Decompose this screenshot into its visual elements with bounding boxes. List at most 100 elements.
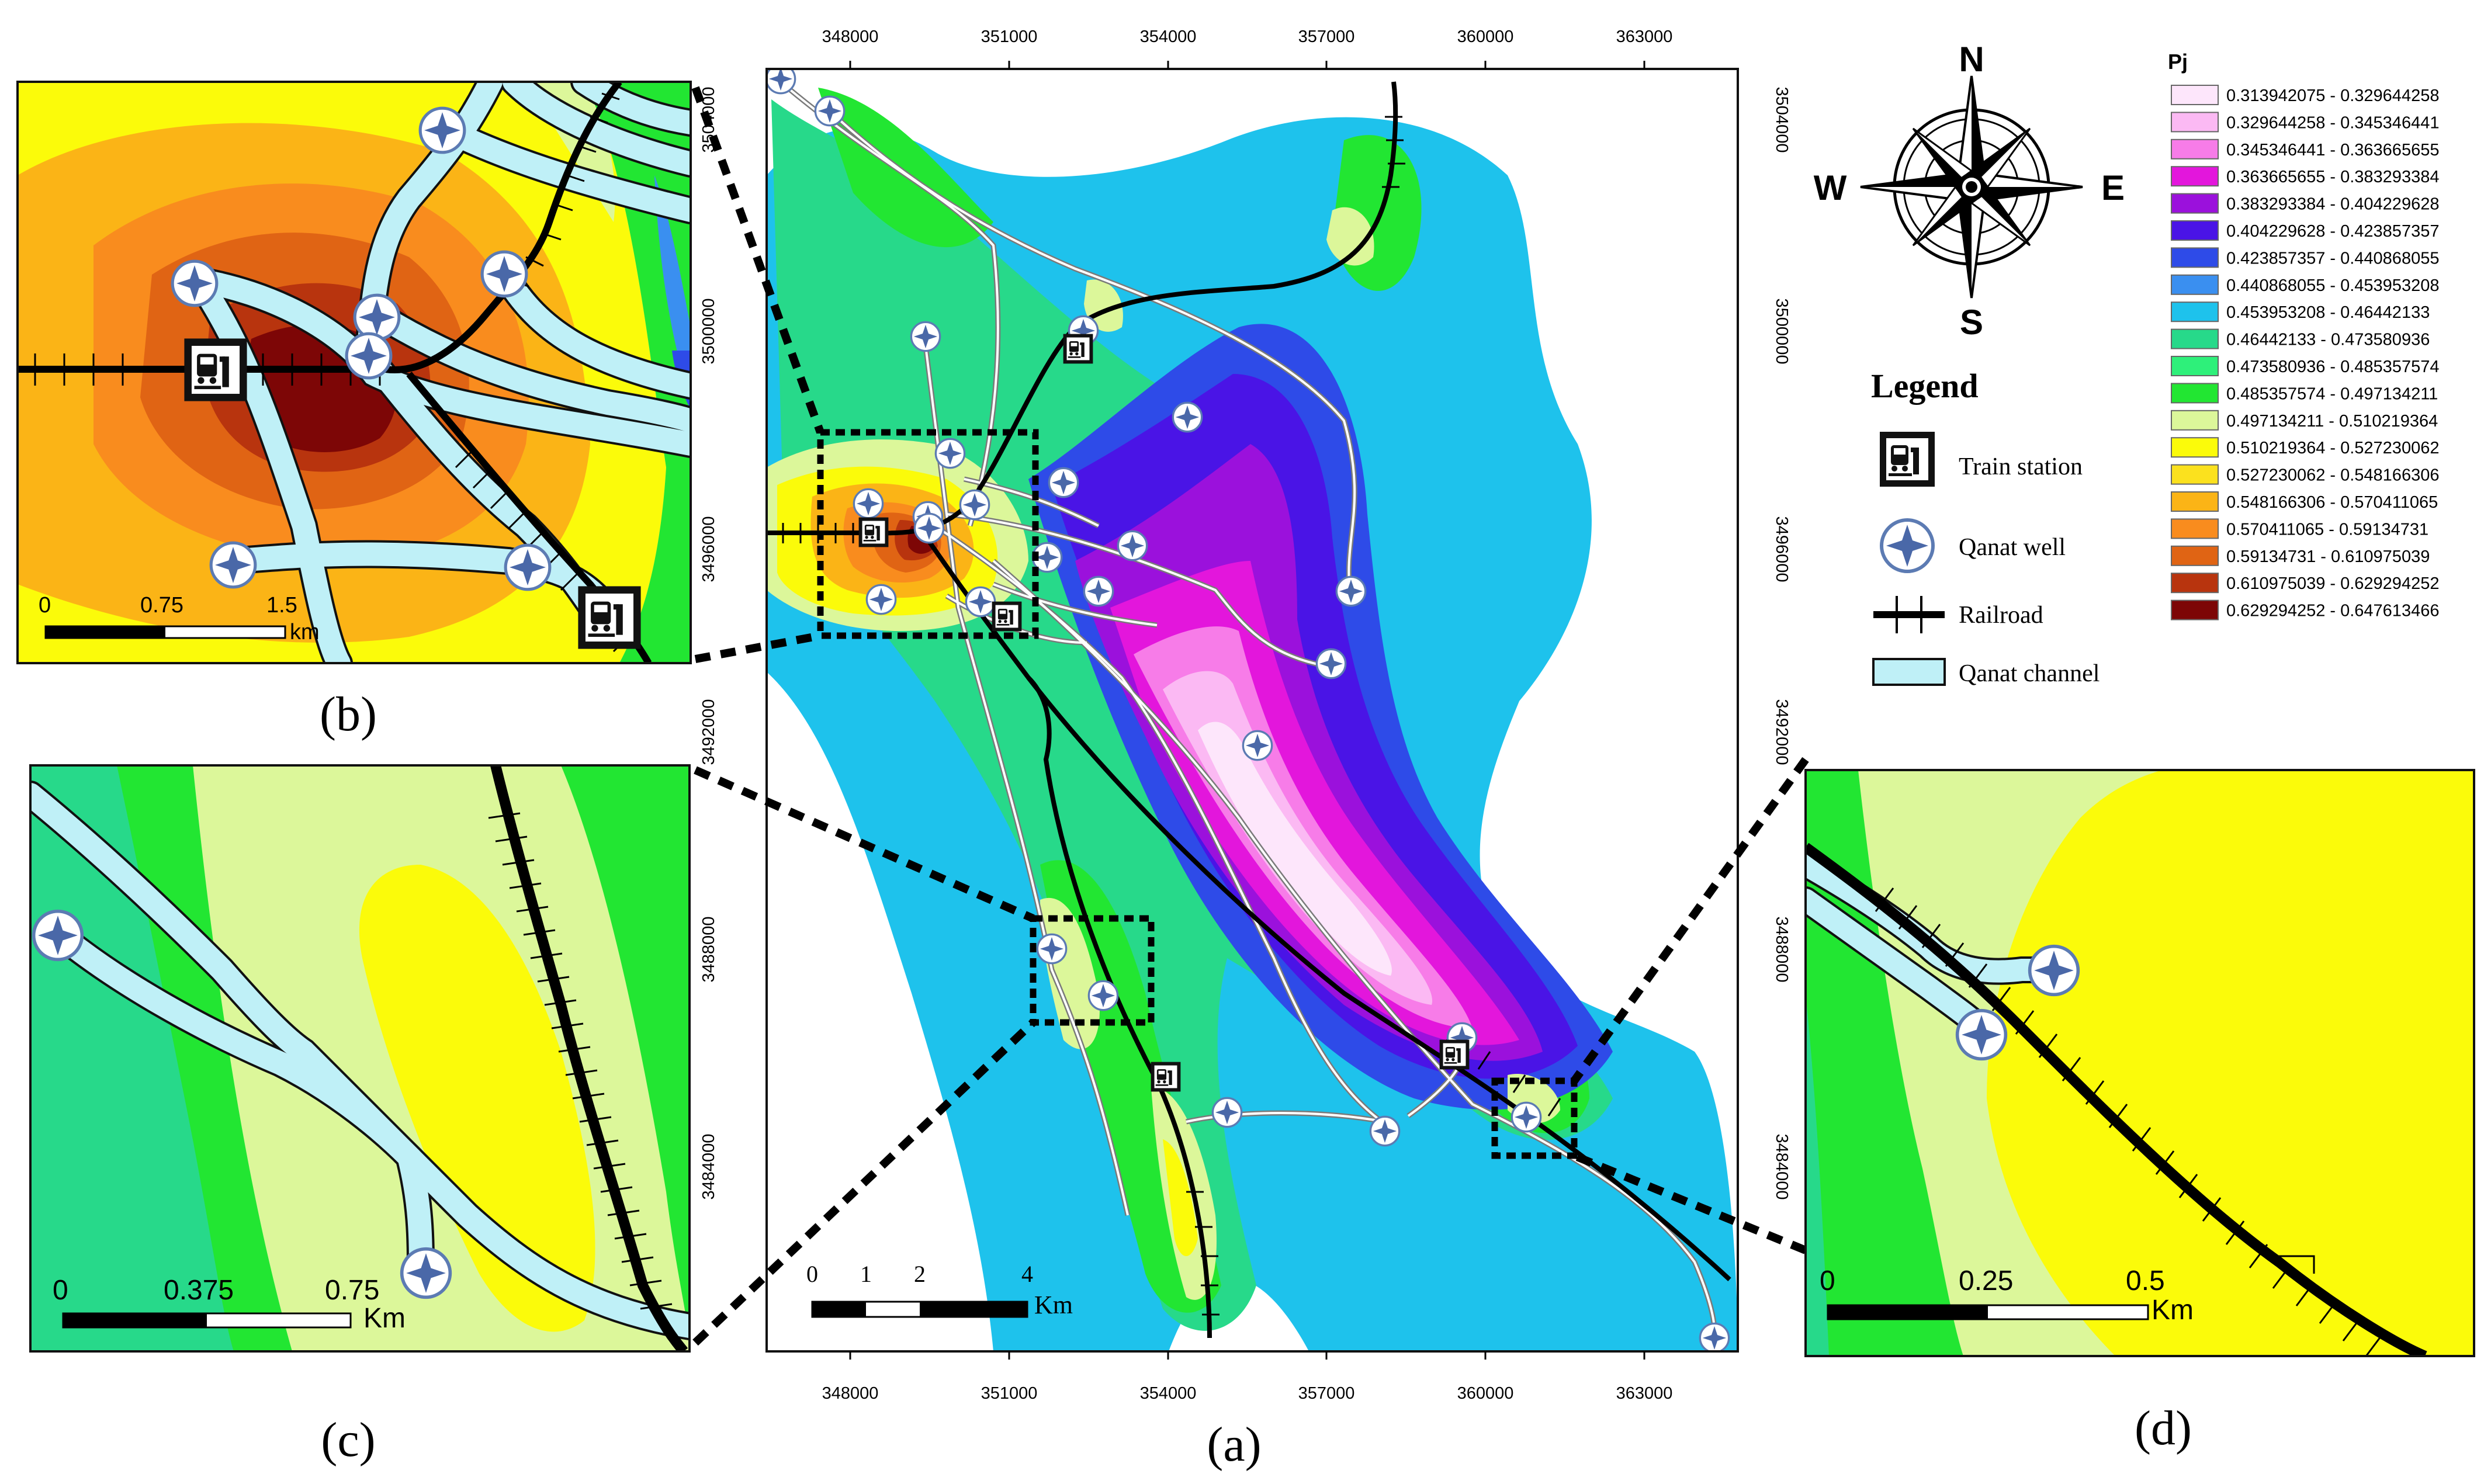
scalebar-label: 0.375: [164, 1275, 234, 1306]
scalebar-label: 4: [1021, 1261, 1033, 1287]
pj-legend-label: 0.46442133 - 0.473580936: [2226, 331, 2430, 349]
pj-legend-label: 0.473580936 - 0.485357574: [2226, 358, 2439, 376]
pj-legend-label: 0.453953208 - 0.46442133: [2226, 303, 2430, 322]
pj-legend-label: 0.383293384 - 0.404229628: [2226, 195, 2439, 214]
x-tick-label: 348000: [822, 27, 879, 46]
scalebar-label: 0: [53, 1275, 68, 1306]
scalebar-label: 0: [1820, 1265, 1835, 1296]
zoom-extents: [817, 429, 1578, 1159]
zoom-box-c: [1030, 915, 1155, 1026]
qanat-channels: [775, 77, 1717, 1340]
caption-b: (b): [320, 687, 377, 741]
pj-legend-label: 0.440868055 - 0.453953208: [2226, 276, 2439, 295]
pj-legend-swatch: [2171, 85, 2219, 105]
zoom-box-b: [817, 429, 1039, 639]
y-tick-label: 3484000: [1772, 1134, 1791, 1200]
scalebar-label: 2: [914, 1261, 926, 1287]
legend-label: Qanat channel: [1959, 660, 2100, 687]
pj-legend-swatch: [2171, 220, 2219, 241]
pj-legend-swatch: [2171, 166, 2219, 187]
caption-c: (c): [321, 1413, 375, 1467]
x-tick-label: 357000: [1298, 1384, 1355, 1403]
y-tick-label: 3496000: [699, 516, 718, 582]
x-tick-label: 360000: [1457, 1384, 1514, 1403]
pj-legend: Pj 0.313942075 - 0.329644258 0.329644258 …: [2168, 50, 2439, 620]
graticule-ticks: [849, 61, 1645, 1360]
x-tick-label: 354000: [1140, 27, 1197, 46]
y-tick-label: 3500000: [1772, 299, 1791, 365]
railroad-icon: [1873, 596, 1945, 633]
pj-legend-label: 0.363665655 - 0.383293384: [2226, 168, 2439, 186]
x-tick-label: 351000: [981, 27, 1038, 46]
pj-legend-swatch: [2171, 356, 2219, 376]
legend-label: Railroad: [1959, 602, 2043, 629]
inset-d: 0 0.25 0.5 Km (d): [1804, 769, 2475, 1455]
zoom-box-d: [1491, 1077, 1578, 1159]
pj-legend-swatch: [2171, 491, 2219, 512]
pj-legend-label: 0.345346441 - 0.363665655: [2226, 141, 2439, 160]
legend-title: Legend: [1871, 367, 1979, 405]
scalebar-label: 1: [860, 1261, 872, 1287]
legend-label: Train station: [1959, 453, 2083, 480]
pj-legend-swatch: [2171, 193, 2219, 214]
y-tick-label: 3488000: [699, 917, 718, 983]
pj-legend-swatch: [2171, 599, 2219, 620]
pj-legend-swatch: [2171, 573, 2219, 594]
pj-legend-label: 0.329644258 - 0.345346441: [2226, 113, 2439, 132]
y-tick-label: 3492000: [1772, 699, 1791, 765]
scalebar-label: 0.25: [1959, 1265, 2013, 1296]
caption-a: (a): [1207, 1417, 1261, 1472]
south-label: S: [1960, 303, 1983, 342]
y-tick-label: 3500000: [699, 299, 718, 365]
pj-legend-label: 0.510219364 - 0.527230062: [2226, 439, 2439, 457]
x-tick-label: 360000: [1457, 27, 1514, 46]
pj-legend-swatch: [2171, 545, 2219, 566]
main-scalebar: 0 1 2 4 Km: [806, 1261, 1073, 1319]
x-tick-label: 351000: [981, 1384, 1038, 1403]
qanat-channel-icon: [1872, 658, 1946, 686]
pj-legend-label: 0.548166306 - 0.570411065: [2226, 493, 2438, 512]
scalebar-label: 0.75: [325, 1275, 379, 1306]
scalebar-label: 0.5: [2126, 1265, 2165, 1296]
pj-legend-label: 0.404229628 - 0.423857357: [2226, 222, 2439, 241]
pj-legend-swatch: [2171, 301, 2219, 323]
inset-b: 0 0.75 1.5 km (b): [16, 81, 692, 741]
pj-legend-title: Pj: [2168, 50, 2188, 74]
y-tick-label: 3492000: [699, 699, 718, 765]
inset-c: 0 0.375 0.75 Km (c): [29, 764, 691, 1467]
legend: Legend Train station Qanat well Railroad…: [1871, 367, 2100, 687]
pj-legend-label: 0.313942075 - 0.329644258: [2226, 86, 2439, 105]
scalebar-unit: km: [290, 620, 320, 644]
scalebar-unit: Km: [1034, 1291, 1073, 1319]
train-station-icon: [1880, 432, 1935, 487]
pj-legend-swatch: [2171, 437, 2219, 458]
north-label: N: [1959, 40, 1984, 79]
pj-legend-label: 0.629294252 - 0.647613466: [2226, 602, 2439, 620]
zoom-connectors: [691, 86, 1809, 1346]
legend-label: Qanat well: [1959, 534, 2066, 561]
x-tick-label: 363000: [1616, 1384, 1673, 1403]
scalebar-label: 0: [39, 593, 51, 618]
pj-legend-swatch: [2171, 247, 2219, 268]
pj-legend-swatch: [2171, 328, 2219, 349]
pj-surface: [767, 69, 1738, 1351]
west-label: W: [1814, 168, 1847, 207]
pj-legend-label: 0.423857357 - 0.440868055: [2226, 249, 2439, 268]
y-tick-label: 3488000: [1772, 917, 1791, 983]
pj-legend-swatch: [2171, 464, 2219, 485]
scalebar-label: 1.5: [266, 593, 297, 618]
qanat-well-icon: [1882, 520, 1933, 571]
pj-legend-label: 0.59134731 - 0.610975039: [2226, 547, 2430, 566]
y-tick-label: 3496000: [1772, 516, 1791, 582]
scalebar-label: 0: [806, 1261, 818, 1287]
x-tick-label: 363000: [1616, 27, 1673, 46]
pj-legend-label: 0.570411065 - 0.59134731: [2226, 520, 2428, 539]
east-label: E: [2101, 168, 2125, 207]
caption-d: (d): [2135, 1401, 2192, 1455]
pj-legend-swatch: [2171, 518, 2219, 539]
x-tick-label: 348000: [822, 1384, 879, 1403]
scalebar-unit: Km: [363, 1303, 406, 1334]
scalebar-unit: Km: [2152, 1295, 2194, 1326]
y-tick-label: 3504000: [1772, 87, 1791, 153]
